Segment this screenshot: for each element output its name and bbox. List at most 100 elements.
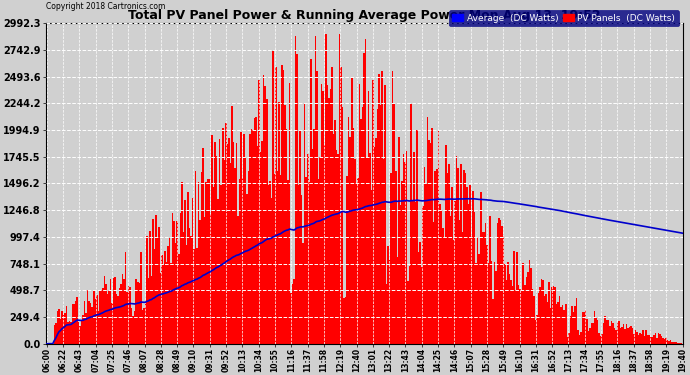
Bar	[635, 330, 636, 344]
Bar	[164, 251, 166, 344]
Bar	[486, 244, 488, 344]
Bar	[676, 342, 678, 344]
Bar	[521, 290, 522, 344]
Bar	[638, 335, 640, 344]
Bar	[141, 310, 143, 344]
Bar	[236, 144, 237, 344]
Bar	[450, 216, 451, 344]
Bar	[428, 140, 430, 344]
Bar	[377, 109, 378, 344]
Bar	[259, 80, 260, 344]
Bar	[559, 296, 560, 344]
Bar	[92, 306, 93, 344]
Bar	[221, 185, 222, 344]
Bar	[372, 80, 374, 344]
Bar	[606, 320, 607, 344]
Bar	[225, 123, 226, 344]
Bar	[69, 321, 70, 344]
Bar	[210, 214, 211, 344]
Bar	[289, 83, 290, 344]
Bar	[673, 342, 674, 344]
Bar	[466, 187, 468, 344]
Bar	[213, 188, 215, 344]
Bar	[415, 202, 416, 344]
Bar	[436, 170, 437, 344]
Bar	[594, 310, 595, 344]
Bar	[337, 154, 339, 344]
Bar	[264, 86, 266, 344]
Bar	[384, 85, 386, 344]
Bar	[77, 297, 78, 344]
Bar	[431, 128, 433, 344]
Bar	[166, 262, 168, 344]
Bar	[554, 287, 556, 344]
Bar	[73, 304, 75, 344]
Bar	[622, 324, 624, 344]
Bar	[679, 343, 680, 344]
Bar	[81, 321, 82, 344]
Bar	[168, 246, 169, 344]
Bar	[664, 339, 665, 344]
Bar	[237, 216, 239, 344]
Bar	[478, 254, 480, 344]
Bar	[422, 206, 424, 344]
Bar	[170, 263, 172, 344]
Bar	[516, 252, 518, 344]
Bar	[463, 170, 465, 344]
Bar	[602, 334, 603, 344]
Bar	[501, 226, 503, 344]
Bar	[412, 201, 413, 344]
Bar	[308, 182, 310, 344]
Bar	[117, 297, 119, 344]
Bar	[175, 243, 177, 344]
Bar	[316, 72, 317, 344]
Bar	[533, 296, 535, 344]
Bar	[292, 284, 293, 344]
Bar	[277, 171, 278, 344]
Bar	[558, 302, 559, 344]
Bar	[120, 284, 122, 344]
Bar	[355, 184, 357, 344]
Bar	[193, 249, 195, 344]
Bar	[551, 287, 553, 344]
Bar	[219, 140, 221, 344]
Bar	[506, 280, 507, 344]
Bar	[439, 204, 440, 344]
Bar	[459, 220, 460, 344]
Bar	[564, 310, 565, 344]
Bar	[268, 185, 269, 344]
Bar	[624, 329, 626, 344]
Bar	[211, 135, 213, 344]
Bar	[293, 279, 295, 344]
Bar	[495, 271, 497, 344]
Bar	[468, 204, 469, 344]
Bar	[139, 284, 140, 344]
Bar	[128, 286, 130, 344]
Bar	[233, 142, 234, 344]
Bar	[427, 117, 428, 344]
Bar	[122, 274, 124, 344]
Bar	[79, 326, 81, 344]
Bar	[503, 236, 504, 344]
Bar	[135, 279, 137, 344]
Bar	[568, 333, 569, 344]
Bar	[627, 328, 629, 344]
Bar	[82, 315, 84, 344]
Bar	[629, 327, 630, 344]
Bar	[395, 171, 397, 344]
Bar	[591, 323, 592, 344]
Bar	[342, 107, 344, 344]
Bar	[331, 67, 333, 344]
Bar	[437, 130, 439, 344]
Bar	[668, 341, 670, 344]
Bar	[484, 223, 486, 344]
Bar	[275, 67, 277, 344]
Bar	[580, 332, 582, 344]
Bar	[640, 333, 641, 344]
Bar	[647, 335, 649, 344]
Bar	[304, 104, 306, 344]
Bar	[199, 220, 201, 344]
Bar	[633, 334, 635, 344]
Bar	[544, 296, 545, 344]
Bar	[298, 186, 299, 344]
